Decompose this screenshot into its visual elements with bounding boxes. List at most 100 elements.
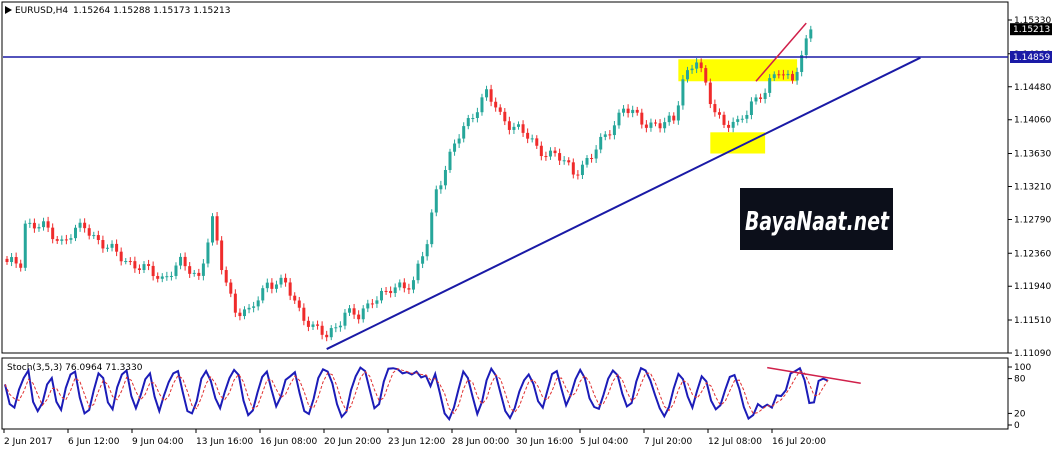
candle bbox=[717, 108, 721, 119]
candle-body bbox=[160, 276, 164, 279]
candle-body bbox=[279, 277, 283, 285]
candle bbox=[224, 266, 228, 287]
candle bbox=[603, 131, 607, 141]
candle-body bbox=[731, 121, 735, 128]
candle-body bbox=[411, 280, 415, 290]
price-tick-label: 1.12790 bbox=[1014, 215, 1051, 225]
candle-body bbox=[599, 136, 603, 150]
candle-body bbox=[233, 293, 237, 313]
time-tick-label: 9 Jun 04:00 bbox=[132, 437, 184, 447]
candle-body bbox=[101, 240, 105, 249]
candle bbox=[786, 70, 790, 79]
candle-body bbox=[704, 68, 708, 83]
candle bbox=[777, 70, 781, 79]
candle-body bbox=[713, 104, 717, 113]
candle-body bbox=[590, 158, 594, 160]
candle bbox=[101, 235, 105, 253]
candle-body bbox=[617, 112, 621, 126]
candle bbox=[745, 110, 749, 124]
candle bbox=[713, 99, 717, 117]
candle bbox=[393, 283, 397, 297]
candle bbox=[192, 269, 196, 277]
candle bbox=[407, 283, 411, 295]
candle-body bbox=[759, 97, 763, 99]
candle bbox=[14, 252, 18, 268]
time-axis: 2 Jun 2017 6 Jun 12:00 9 Jun 04:00 13 Jun 1… bbox=[3, 429, 826, 447]
candle bbox=[197, 268, 201, 280]
candle bbox=[115, 239, 119, 257]
candle-body bbox=[96, 235, 100, 241]
candle bbox=[521, 120, 525, 137]
support-trendline bbox=[326, 56, 921, 350]
candle bbox=[759, 93, 763, 103]
candle-body bbox=[270, 282, 274, 289]
price-tick-label: 1.13210 bbox=[1014, 183, 1051, 193]
candle-body bbox=[215, 216, 219, 241]
header: EURUSD,H4 1.15264 1.15288 1.15173 1.1521… bbox=[5, 6, 230, 16]
candle bbox=[23, 220, 27, 271]
candle-body bbox=[717, 112, 721, 115]
candle-body bbox=[740, 118, 744, 120]
candle-body bbox=[580, 164, 584, 176]
candle bbox=[233, 289, 237, 318]
candle bbox=[503, 108, 507, 126]
candle-body bbox=[398, 282, 402, 288]
candle bbox=[640, 108, 644, 129]
candle-body bbox=[115, 243, 119, 252]
candle bbox=[256, 296, 260, 311]
candle-body bbox=[626, 108, 630, 114]
candle bbox=[5, 256, 9, 265]
candle-body bbox=[407, 288, 411, 290]
candle-body bbox=[325, 334, 329, 338]
stoch-tick-label: 20 bbox=[1014, 409, 1026, 419]
candle bbox=[137, 264, 141, 274]
candle bbox=[128, 257, 132, 266]
candle bbox=[375, 296, 379, 308]
candle bbox=[142, 261, 146, 274]
candle-body bbox=[553, 150, 557, 154]
time-tick-label: 20 Jun 20:00 bbox=[324, 437, 381, 447]
candle bbox=[288, 278, 292, 301]
candle bbox=[206, 238, 210, 268]
candle-body bbox=[585, 158, 589, 165]
candle-body bbox=[256, 300, 260, 307]
candle bbox=[105, 244, 109, 252]
candle bbox=[238, 308, 242, 321]
candle-body bbox=[23, 223, 27, 268]
price-axis: 1.153301.149001.144801.140601.136301.132… bbox=[1008, 16, 1052, 359]
candle bbox=[558, 148, 562, 166]
candle bbox=[695, 57, 699, 74]
stoch-signal-line bbox=[4, 368, 829, 415]
candle-body bbox=[306, 320, 310, 327]
main-price-pane bbox=[3, 22, 1008, 350]
candle-body bbox=[622, 108, 626, 113]
candle bbox=[443, 165, 447, 190]
candle bbox=[370, 298, 374, 309]
candle bbox=[119, 247, 123, 266]
candle bbox=[772, 71, 776, 81]
candle bbox=[325, 330, 329, 342]
candle bbox=[791, 70, 795, 84]
stoch-tick-label: 0 bbox=[1014, 421, 1020, 431]
candle bbox=[608, 130, 612, 140]
candle-body bbox=[124, 261, 128, 263]
candle-body bbox=[521, 124, 525, 133]
time-tick-label: 2 Jun 2017 bbox=[4, 437, 52, 447]
candle bbox=[622, 105, 626, 117]
candle-body bbox=[60, 239, 64, 241]
candle-body bbox=[142, 264, 146, 271]
candle-body bbox=[517, 124, 521, 127]
candle bbox=[430, 209, 434, 248]
candle-body bbox=[494, 101, 498, 108]
candle-body bbox=[274, 284, 278, 289]
candle bbox=[334, 323, 338, 333]
candle bbox=[594, 145, 598, 163]
candle-body bbox=[791, 73, 795, 81]
candle bbox=[439, 180, 443, 194]
price-tick-label: 1.12360 bbox=[1014, 249, 1051, 259]
candle bbox=[165, 271, 169, 281]
candle bbox=[133, 256, 137, 273]
candle-body bbox=[571, 162, 575, 175]
candle-body bbox=[247, 307, 251, 310]
candle-body bbox=[608, 134, 612, 136]
